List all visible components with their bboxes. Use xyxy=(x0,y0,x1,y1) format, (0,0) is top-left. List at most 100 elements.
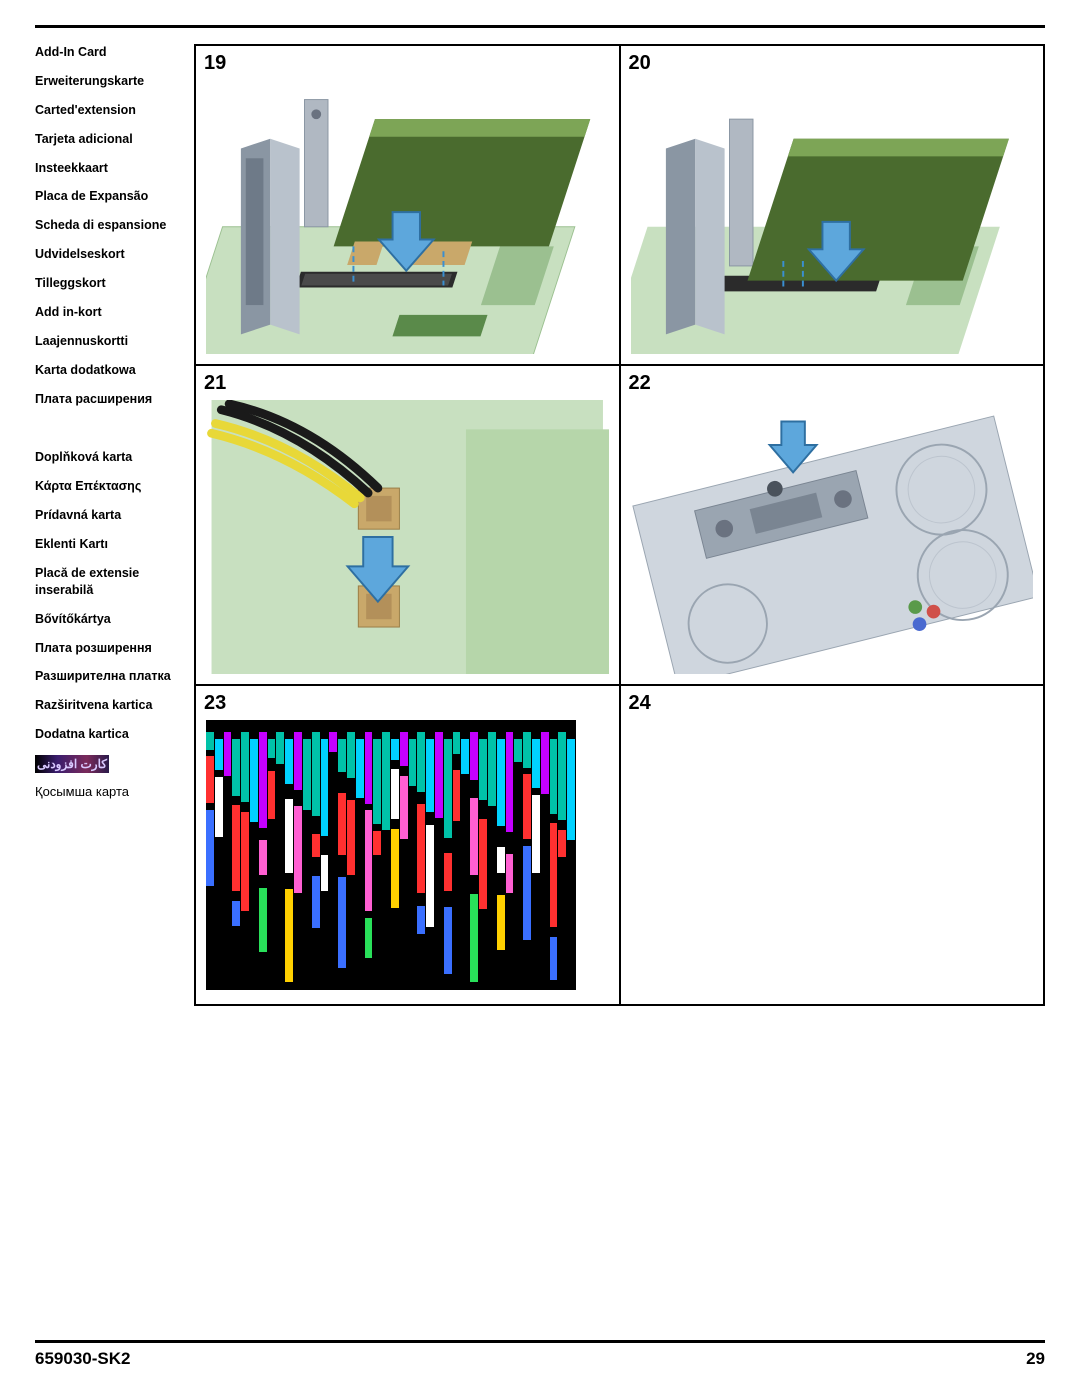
glitch-bar xyxy=(550,823,558,927)
glitch-bar xyxy=(550,739,558,814)
glitch-bar xyxy=(215,739,223,770)
glitch-bar xyxy=(294,806,302,893)
steps-grid: 19 xyxy=(194,44,1045,1006)
glitch-bar xyxy=(523,846,531,940)
glitch-bar xyxy=(338,877,346,968)
glitch-bar xyxy=(268,739,276,758)
sidebar-term: Плата расширения xyxy=(35,391,180,408)
glitch-bar xyxy=(347,800,355,875)
step-cell-23: 23 xyxy=(195,685,620,1005)
step-number: 19 xyxy=(204,52,611,75)
glitch-bar xyxy=(409,739,417,786)
glitch-bar xyxy=(470,894,478,982)
glitch-bar xyxy=(373,831,381,855)
step-number: 20 xyxy=(629,52,1036,75)
glitch-bar xyxy=(312,732,320,816)
glitch-bar xyxy=(479,819,487,909)
glitch-bar xyxy=(241,732,249,802)
glitch-bar xyxy=(241,812,249,911)
content-row: Add-In Card Erweiterungskarte Carted'exten… xyxy=(35,44,1045,1006)
glitch-bar xyxy=(250,739,258,822)
sidebar: Add-In Card Erweiterungskarte Carted'exten… xyxy=(35,44,180,1006)
glitch-bar xyxy=(497,847,505,873)
glitch-bar xyxy=(365,732,373,804)
sidebar-term: Razširitvena kartica xyxy=(35,697,180,714)
glitch-bar xyxy=(426,739,434,812)
sidebar-term: Scheda di espansione xyxy=(35,217,180,234)
sidebar-term: Laajennuskortti xyxy=(35,333,180,350)
glitch-bar xyxy=(444,907,452,974)
glitch-bar xyxy=(435,732,443,818)
step-number: 21 xyxy=(204,372,611,395)
glitch-bar xyxy=(470,798,478,875)
glitch-bar xyxy=(259,840,267,875)
glitch-bar xyxy=(479,739,487,800)
glitch-bar xyxy=(329,732,337,752)
glitch-bar xyxy=(470,732,478,780)
sidebar-term: Eklenti Kartı xyxy=(35,536,180,553)
sidebar-term: Erweiterungskarte xyxy=(35,73,180,90)
sidebar-term: Prídavná karta xyxy=(35,507,180,524)
glitch-bar xyxy=(232,739,240,796)
glitch-bar xyxy=(232,901,240,926)
glitch-bar xyxy=(453,770,461,821)
doc-number: 659030-SK2 xyxy=(35,1349,130,1369)
glitch-bar xyxy=(382,732,390,830)
sidebar-term-kazakh: Қосымша карта xyxy=(35,783,180,801)
step-number: 24 xyxy=(629,692,1036,715)
sidebar-term: Dodatna kartica xyxy=(35,726,180,743)
glitch-bar xyxy=(523,774,531,839)
sidebar-term: Carted'extension xyxy=(35,102,180,119)
glitch-bar xyxy=(391,769,399,819)
glitch-bar xyxy=(285,889,293,982)
glitch-bar xyxy=(285,739,293,784)
glitch-bar xyxy=(550,937,558,980)
glitch-bar xyxy=(365,918,373,958)
sidebar-term: Разширителна платка xyxy=(35,668,180,685)
glitch-bar xyxy=(514,739,522,762)
page-number: 29 xyxy=(1026,1349,1045,1369)
sidebar-term: Add-In Card xyxy=(35,44,180,61)
illustration-20 xyxy=(631,80,1034,354)
sidebar-term: Udvidelseskort xyxy=(35,246,180,263)
glitch-bar xyxy=(541,732,549,794)
glitch-bar xyxy=(567,739,575,840)
glitch-bar xyxy=(259,732,267,828)
glitch-bar xyxy=(232,805,240,891)
step-cell-20: 20 xyxy=(620,45,1045,365)
glitch-bar xyxy=(444,739,452,838)
glitch-bar xyxy=(444,853,452,891)
glitch-bar xyxy=(365,810,373,911)
sidebar-term: Плата розширення xyxy=(35,640,180,657)
glitch-bar xyxy=(417,906,425,934)
glitch-bar xyxy=(276,732,284,764)
glitch-bar xyxy=(532,795,540,873)
sidebar-term: Insteekkaart xyxy=(35,160,180,177)
glitch-bar xyxy=(400,776,408,839)
step-number: 23 xyxy=(204,692,611,715)
glitch-bar xyxy=(321,739,329,836)
sidebar-term: Bővítőkártya xyxy=(35,611,180,628)
sidebar-term: Placa de Expansão xyxy=(35,188,180,205)
glitch-bar xyxy=(417,732,425,792)
sidebar-term: Κάρτα Επέκτασης xyxy=(35,478,180,495)
step-number: 22 xyxy=(629,372,1036,395)
glitch-bar xyxy=(215,777,223,837)
glitch-bar xyxy=(417,804,425,893)
illustration-22 xyxy=(631,400,1034,674)
glitch-bar xyxy=(312,834,320,857)
glitch-bar xyxy=(426,825,434,927)
sidebar-term: Karta dodatkowa xyxy=(35,362,180,379)
glitch-bar xyxy=(338,739,346,772)
glitch-bar xyxy=(373,739,381,824)
glitch-bar xyxy=(391,829,399,908)
glitch-bar xyxy=(259,888,267,952)
glitch-bar xyxy=(312,876,320,928)
glitch-bar xyxy=(303,739,311,810)
glitch-bar xyxy=(497,895,505,950)
glitch-bar xyxy=(206,756,214,803)
glitch-bar xyxy=(461,739,469,774)
top-rule xyxy=(35,25,1045,28)
glitch-bar xyxy=(497,739,505,826)
illustration-19 xyxy=(206,80,609,354)
